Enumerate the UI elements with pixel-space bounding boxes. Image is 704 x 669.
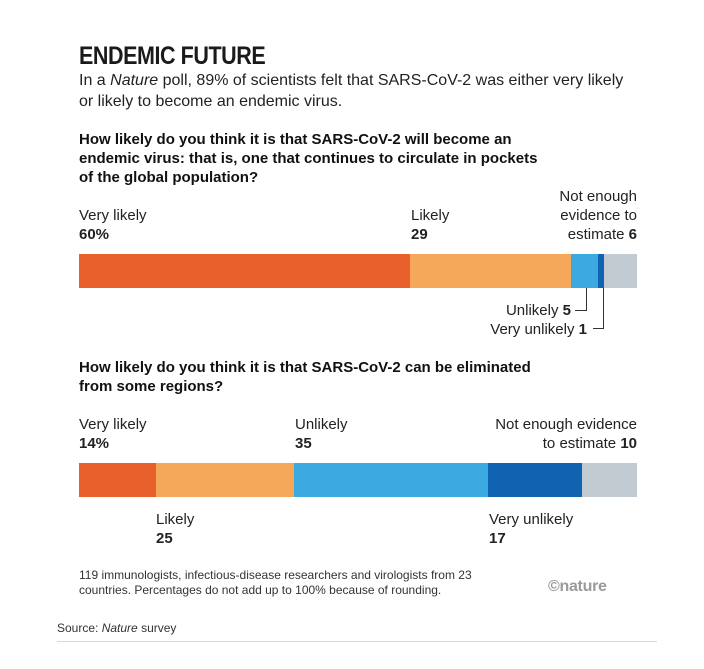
q1-very-likely-name: Very likely (79, 207, 147, 224)
q1-very-likely-value: 60% (79, 226, 110, 243)
q1-very-unlikely-leader-v (603, 288, 604, 329)
source-pre: Source: (57, 621, 102, 635)
q1-not-enough-value: 6 (628, 226, 637, 243)
q2-not-enough-line2: to estimate (542, 435, 617, 452)
q2-very-likely-name: Very likely (79, 416, 147, 433)
q2-bar-segment-unlikely (294, 463, 488, 497)
q2-very-unlikely-value: 17 (489, 530, 506, 547)
question-1-title: How likely do you think it is that SARS-… (79, 131, 538, 186)
q2-unlikely-value: 35 (295, 435, 312, 452)
q2-bar-segment-not-enough (581, 463, 637, 497)
q1-likely-value: 29 (411, 226, 428, 243)
q1-stacked-bar (79, 254, 637, 288)
q2-not-enough-line1: Not enough evidence (495, 416, 637, 433)
q1-bar-segment-likely (410, 254, 571, 288)
q2-bar-segment-likely (156, 463, 295, 497)
q2-likely-value: 25 (156, 530, 173, 547)
chart-title: ENDEMIC FUTURE (79, 42, 266, 70)
q1-unlikely-leader-v (586, 288, 587, 311)
q2-very-unlikely-name: Very unlikely (489, 511, 574, 528)
q2-bar-segment-very-unlikely (487, 463, 582, 497)
q2-bar-segment-very-likely (79, 463, 157, 497)
q1-likely-label: Likely 29 (411, 206, 449, 244)
q1-very-likely-label: Very likely 60% (79, 206, 147, 244)
q1-very-unlikely-name: Very unlikely (490, 321, 575, 338)
q1-very-unlikely-leader-h (593, 328, 604, 329)
subtitle-pre: In a (79, 72, 111, 89)
q2-unlikely-label: Unlikely 35 (295, 415, 348, 453)
q2-not-enough-label: Not enough evidence to estimate 10 (495, 415, 637, 453)
q1-unlikely-value: 5 (562, 302, 571, 319)
question-2-title: How likely do you think it is that SARS-… (79, 359, 531, 395)
q2-likely-name: Likely (156, 511, 195, 528)
q2-very-likely-label: Very likely 14% (79, 415, 147, 453)
footnote: 119 immunologists, infectious-disease re… (79, 568, 472, 597)
q2-very-unlikely-label: Very unlikely 17 (489, 510, 573, 548)
q1-not-enough-label: Not enough evidence to estimate 6 (559, 187, 637, 244)
q1-unlikely-name: Unlikely (505, 302, 559, 319)
q1-bar-segment-very-likely (79, 254, 411, 288)
subtitle-post: poll, 89% of scientists felt that SARS-C… (79, 72, 624, 110)
q1-likely-name: Likely (411, 207, 450, 224)
source-post: survey (137, 621, 177, 635)
source-journal: Nature (101, 621, 138, 635)
subtitle-journal: Nature (110, 72, 159, 89)
q1-bar-segment-very-unlikely (598, 254, 604, 288)
q1-bar-segment-not-enough (603, 254, 637, 288)
q2-stacked-bar (79, 463, 637, 497)
q2-very-likely-value: 14% (79, 435, 110, 452)
q1-not-enough-line2: evidence to (560, 207, 637, 224)
q1-unlikely-label: Unlikely 5 (506, 301, 571, 320)
q2-not-enough-value: 10 (620, 435, 637, 452)
q2-unlikely-name: Unlikely (295, 416, 348, 433)
chart-subtitle: In a Nature poll, 89% of scientists felt… (79, 70, 639, 112)
bottom-rule (57, 641, 657, 642)
q1-unlikely-leader-h (575, 310, 587, 311)
q2-likely-label: Likely 25 (156, 510, 194, 548)
q1-not-enough-line1: Not enough (559, 188, 637, 205)
q1-bar-segment-unlikely (570, 254, 599, 288)
q1-not-enough-line3: estimate (567, 226, 625, 243)
q1-very-unlikely-label: Very unlikely 1 (490, 320, 587, 339)
q1-very-unlikely-value: 1 (578, 321, 587, 338)
source-line: Source: Nature survey (57, 621, 176, 635)
nature-logo: ©nature (548, 578, 607, 595)
